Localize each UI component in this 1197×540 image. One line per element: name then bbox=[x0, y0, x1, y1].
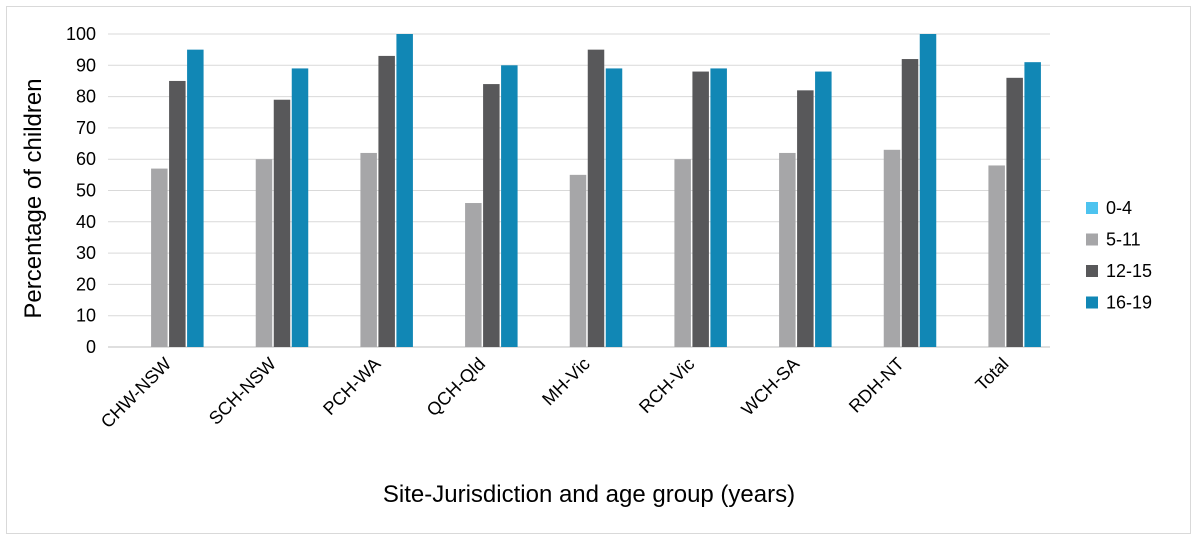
bar-12-15-RCH-Vic bbox=[692, 71, 709, 347]
y-tick-label: 100 bbox=[66, 24, 96, 44]
bar-16-19-RCH-Vic bbox=[710, 68, 727, 348]
legend-swatch-5-11 bbox=[1086, 233, 1098, 246]
bar-12-15-RDH-NT bbox=[901, 59, 919, 347]
x-tick-labels: CHW-NSW SCH-NSW PCH-WA QCH-Qld MH-Vic RCH-Vic… bbox=[97, 354, 1013, 432]
y-tick-labels: 0 10 20 30 40 50 60 70 80 90 100 bbox=[66, 24, 96, 357]
legend-label: 0-4 bbox=[1106, 198, 1132, 218]
bar-12-15-SCH-NSW bbox=[273, 99, 291, 347]
x-tick-label: SCH-NSW bbox=[205, 354, 280, 429]
x-tick-label: PCH-WA bbox=[319, 354, 384, 419]
bar-16-19-WCH-SA bbox=[815, 71, 832, 347]
bar-12-15-CHW-NSW bbox=[169, 80, 186, 347]
x-tick-label: QCH-Qld bbox=[423, 354, 489, 420]
bars bbox=[151, 34, 1041, 348]
legend: 0-4 5-11 12-15 16-19 bbox=[1086, 198, 1152, 313]
bar-5-11-WCH-SA bbox=[779, 152, 796, 347]
x-tick-label: RDH-NT bbox=[845, 354, 908, 417]
y-tick-label: 50 bbox=[76, 181, 96, 201]
legend-label: 16-19 bbox=[1106, 293, 1152, 313]
bar-12-15-Total bbox=[1006, 77, 1023, 347]
legend-swatch-0-4 bbox=[1086, 202, 1098, 214]
y-tick-label: 20 bbox=[76, 274, 96, 294]
bar-16-19-QCH-Qld bbox=[501, 65, 518, 348]
bar-5-11-RDH-NT bbox=[883, 149, 901, 347]
bar-5-11-RCH-Vic bbox=[674, 159, 691, 347]
y-tick-label: 30 bbox=[76, 243, 96, 263]
y-tick-label: 40 bbox=[76, 212, 96, 232]
bar-5-11-MH-Vic bbox=[569, 174, 587, 347]
x-tick-label: RCH-Vic bbox=[635, 354, 698, 417]
x-tick-label: WCH-SA bbox=[737, 354, 803, 420]
y-tick-label: 70 bbox=[76, 118, 96, 138]
bar-12-15-WCH-SA bbox=[797, 90, 814, 347]
legend-swatch-16-19 bbox=[1086, 296, 1098, 309]
bar-5-11-QCH-Qld bbox=[465, 203, 482, 347]
x-axis-title: Site-Jurisdiction and age group (years) bbox=[383, 481, 795, 508]
bar-12-15-QCH-Qld bbox=[483, 84, 500, 347]
bar-5-11-SCH-NSW bbox=[255, 159, 273, 347]
bar-16-19-MH-Vic bbox=[605, 68, 623, 348]
bar-16-19-SCH-NSW bbox=[291, 68, 309, 348]
x-tick-label: MH-Vic bbox=[538, 354, 594, 410]
bar-16-19-Total bbox=[1024, 62, 1041, 348]
y-tick-label: 0 bbox=[86, 337, 96, 357]
y-axis-title: Percentage of children bbox=[20, 78, 47, 318]
bar-5-11-Total bbox=[988, 165, 1005, 347]
x-tick-label: Total bbox=[971, 354, 1012, 395]
bar-16-19-RDH-NT bbox=[919, 34, 937, 347]
bar-12-15-MH-Vic bbox=[587, 49, 605, 348]
bar-12-15-PCH-WA bbox=[378, 55, 395, 347]
bar-16-19-PCH-WA bbox=[396, 34, 413, 347]
y-tick-label: 10 bbox=[76, 306, 96, 326]
y-tick-label: 60 bbox=[76, 149, 96, 169]
bar-5-11-CHW-NSW bbox=[151, 168, 168, 347]
legend-label: 12-15 bbox=[1106, 261, 1152, 281]
y-tick-label: 90 bbox=[76, 55, 96, 75]
x-tick-label: CHW-NSW bbox=[97, 354, 175, 432]
legend-swatch-12-15 bbox=[1086, 265, 1098, 277]
y-tick-label: 80 bbox=[76, 87, 96, 107]
bar-5-11-PCH-WA bbox=[360, 152, 377, 347]
bar-16-19-CHW-NSW bbox=[187, 49, 204, 348]
legend-label: 5-11 bbox=[1106, 230, 1141, 250]
